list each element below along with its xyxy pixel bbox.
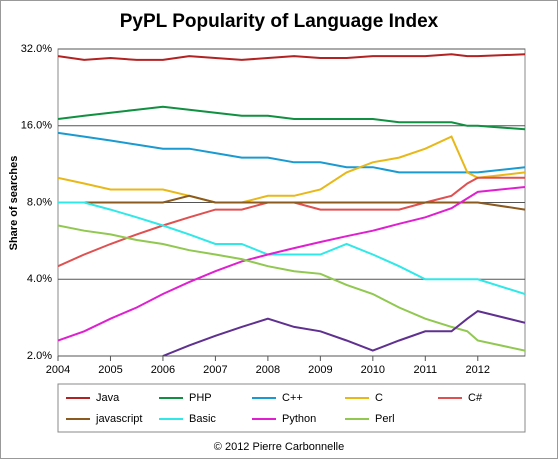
y-tick-label: 8.0% (27, 196, 52, 208)
legend-label: javascript (95, 413, 142, 425)
x-tick-label: 2010 (361, 364, 385, 376)
legend (57, 383, 526, 433)
series-line (58, 135, 525, 204)
x-tick-label: 2009 (308, 364, 332, 376)
y-tick-label: 2.0% (27, 350, 52, 362)
plot-lines (58, 53, 525, 356)
x-tick-label: 2004 (46, 364, 70, 376)
legend-label: Python (282, 413, 316, 425)
series-line (162, 310, 525, 356)
series-line (58, 194, 525, 211)
legend-label: C (375, 392, 383, 404)
series-line (58, 53, 525, 61)
legend-label: Java (96, 392, 120, 404)
series-line (58, 186, 525, 342)
legend-label: Basic (189, 413, 216, 425)
y-tick-label: 16.0% (21, 120, 52, 132)
legend-label: PHP (189, 392, 212, 404)
x-tick-label: 2006 (151, 364, 175, 376)
y-tick-label: 32.0% (21, 43, 52, 55)
series-line (58, 131, 525, 174)
footer: © 2012 Pierre Carbonnelle (214, 441, 344, 453)
x-tick-label: 2011 (413, 364, 437, 376)
series-line (58, 105, 525, 131)
legend-label: C++ (282, 392, 303, 404)
chart-title: PyPL Popularity of Language Index (120, 11, 439, 32)
x-tick-label: 2005 (98, 364, 122, 376)
x-tick-label: 2007 (203, 364, 227, 376)
legend-label: Perl (375, 413, 395, 425)
series-line (58, 224, 525, 352)
legend-label: C# (468, 392, 483, 404)
x-tick-label: 2012 (466, 364, 490, 376)
series-line (58, 201, 525, 295)
y-tick-label: 4.0% (27, 273, 52, 285)
x-tick-label: 2008 (256, 364, 280, 376)
y-axis-label: Share of searches (8, 156, 20, 251)
